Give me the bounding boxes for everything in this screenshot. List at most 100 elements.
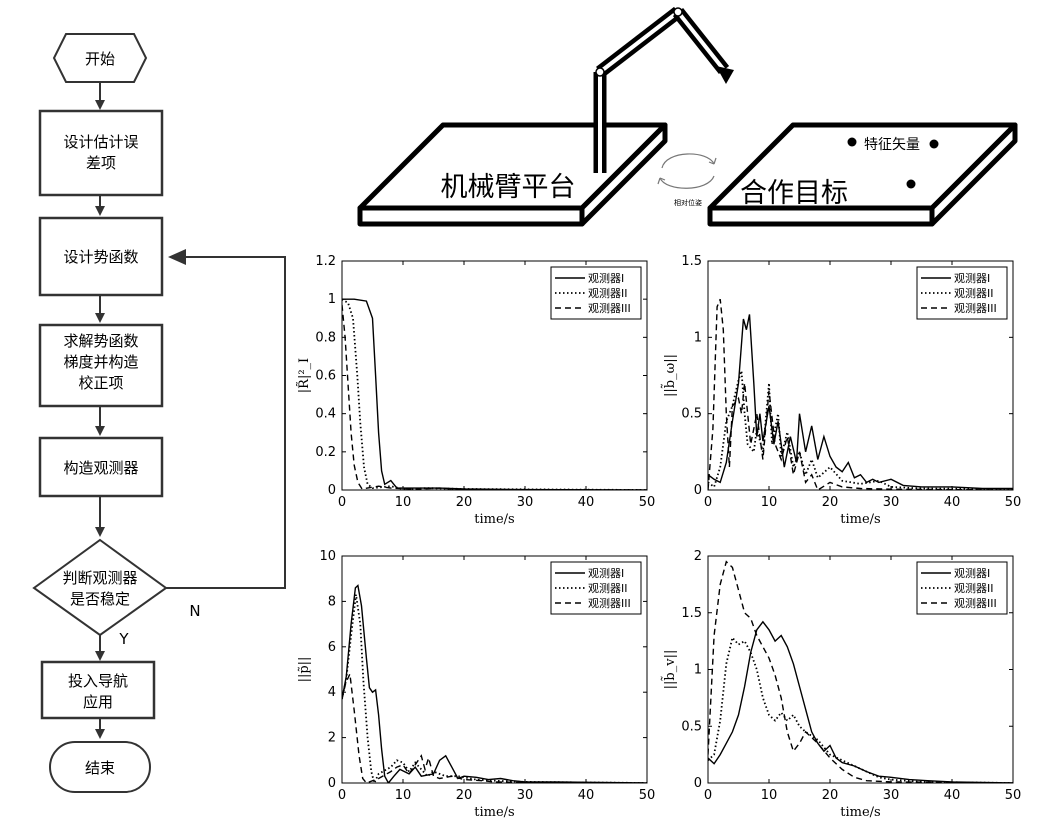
x-tick-label: 50 <box>1005 788 1022 803</box>
legend-label-2: 观测器II <box>954 287 994 300</box>
y-axis-label: ||b̃_v|| <box>661 650 678 690</box>
x-tick-label: 20 <box>456 495 473 510</box>
legend-label-1: 观测器I <box>588 272 624 285</box>
x-axis-label: time/s <box>840 805 880 820</box>
legend-box <box>916 266 1008 320</box>
legend-label-3: 观测器III <box>954 597 997 610</box>
y-tick-label: 0.8 <box>315 330 336 345</box>
y-tick-label: 1 <box>694 330 702 345</box>
x-tick-label: 10 <box>761 788 778 803</box>
chart-panel-4: 0 10 20 30 40 5000.511.52time/s||b̃_v||观测器I观测… <box>661 549 1021 820</box>
x-tick-label: 10 <box>395 495 412 510</box>
step-solve-gradient-line3: 校正项 <box>78 374 123 392</box>
y-tick-label: 10 <box>319 549 336 564</box>
series-line-1 <box>342 584 647 783</box>
y-axis-label: |R̃|²_I <box>296 358 312 393</box>
feature-label: 特征矢量 <box>864 137 920 153</box>
x-axis-label: time/s <box>474 805 514 820</box>
step-design-potential-box <box>38 216 164 297</box>
x-tick-label: 40 <box>578 788 595 803</box>
y-tick-label: 0 <box>328 776 336 791</box>
legend: 观测器I 观测器II 观测器III <box>916 561 1008 615</box>
series-line-2 <box>708 370 1013 490</box>
step-build-observer-box <box>38 436 164 498</box>
platform-label: 机械臂平台 <box>441 172 576 203</box>
flowchart: 开始 设计估计误 差项 设计势函数 求解势函数 梯度并构造 校正项 构造观测器 … <box>32 33 286 793</box>
x-tick-label: 30 <box>883 495 900 510</box>
x-tick-label: 20 <box>822 788 839 803</box>
feature-point-2 <box>929 139 939 149</box>
y-tick-label: 1.5 <box>681 254 702 269</box>
end-node <box>49 741 151 793</box>
charts-layer: 0 10 20 30 40 5000.20.40.60.811.2time/s|R̃|²_… <box>296 254 1022 820</box>
series-line-3 <box>708 298 1013 490</box>
x-tick-label: 50 <box>1005 495 1022 510</box>
y-axis-label: ||b̃_ω|| <box>661 354 678 397</box>
legend-label-3: 观测器III <box>954 302 997 315</box>
x-tick-label: 40 <box>944 788 961 803</box>
y-tick-label: 4 <box>328 685 336 700</box>
x-tick-label: 20 <box>822 495 839 510</box>
feedback-loop-line <box>166 256 286 589</box>
y-tick-label: 2 <box>328 731 336 746</box>
decision-yes-label: Y <box>118 630 129 648</box>
start-node <box>52 33 148 83</box>
step-solve-gradient-box <box>38 323 164 408</box>
y-tick-label: 1 <box>328 292 336 307</box>
x-tick-label: 40 <box>578 495 595 510</box>
chart-panel-2: 0 10 20 30 40 5000.511.5time/s||b̃_ω||观测器I观测器… <box>661 254 1021 527</box>
step-navigation-line1: 投入导航 <box>68 672 128 690</box>
series-line-3 <box>342 671 647 783</box>
decision-node <box>32 538 168 637</box>
legend-label-2: 观测器II <box>588 582 628 595</box>
series-line-3 <box>708 560 1013 783</box>
step-navigation-line2: 应用 <box>83 693 113 711</box>
y-tick-label: 0.5 <box>681 407 702 422</box>
x-axis-label: time/s <box>840 512 880 527</box>
x-tick-label: 0 <box>338 788 346 803</box>
decision-line2: 是否稳定 <box>70 590 130 608</box>
x-axis-label: time/s <box>474 512 514 527</box>
y-tick-label: 0.2 <box>315 445 336 460</box>
y-tick-label: 2 <box>694 549 702 564</box>
legend-box <box>550 266 642 320</box>
feedback-arrowhead <box>168 249 186 265</box>
scene-illustration: 机械臂平台 合作目标 特征矢量 相对位姿 <box>357 6 1018 227</box>
y-tick-label: 0.5 <box>681 719 702 734</box>
y-tick-label: 1 <box>694 663 702 678</box>
target-platform <box>707 122 1018 227</box>
legend-box <box>916 561 1008 615</box>
y-axis-label: ||p̃|| <box>297 657 312 683</box>
step-design-error-line1: 设计估计误 <box>63 133 138 151</box>
x-tick-label: 0 <box>704 495 712 510</box>
legend-label-1: 观测器I <box>954 567 990 580</box>
arm-platform <box>357 122 668 227</box>
robot-arm <box>593 6 734 173</box>
y-tick-label: 0 <box>694 776 702 791</box>
chart-panel-1: 0 10 20 30 40 50 0 0.2 0.4 0.6 0.8 1 1.2 time/s |R̃|²_… <box>296 254 656 527</box>
y-tick-label: 6 <box>328 640 336 655</box>
step-build-observer-label: 构造观测器 <box>63 459 138 477</box>
x-tick-label: 10 <box>395 788 412 803</box>
relative-pose-label: 相对位姿 <box>674 198 702 207</box>
legend: 观测器I 观测器II 观测器III <box>916 266 1008 320</box>
feature-point-1 <box>847 137 857 147</box>
decision-no-label: N <box>189 602 200 620</box>
step-design-error-line2: 差项 <box>86 154 116 172</box>
gripper-icon <box>716 66 734 84</box>
decision-line1: 判断观测器 <box>62 569 137 587</box>
series-line-3 <box>342 304 647 490</box>
legend-label-2: 观测器II <box>588 287 628 300</box>
y-tick-label: 0 <box>694 483 702 498</box>
step-design-potential-label: 设计势函数 <box>63 248 138 266</box>
x-tick-label: 50 <box>639 495 656 510</box>
x-tick-label: 50 <box>639 788 656 803</box>
y-tick-label: 8 <box>328 594 336 609</box>
x-tick-label: 20 <box>456 788 473 803</box>
x-tick-label: 30 <box>517 495 534 510</box>
legend-label-3: 观测器III <box>588 302 631 315</box>
x-tick-label: 30 <box>517 788 534 803</box>
legend-box <box>550 561 642 615</box>
x-tick-label: 0 <box>338 495 346 510</box>
